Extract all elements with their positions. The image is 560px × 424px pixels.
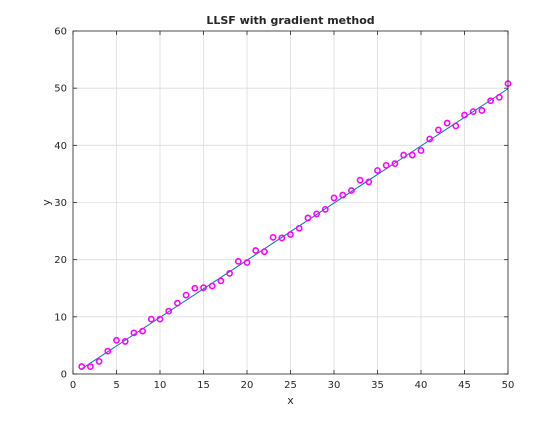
- data-point: [200, 284, 207, 292]
- data-point: [330, 194, 338, 202]
- data-point: [191, 284, 199, 292]
- data-point: [374, 167, 381, 174]
- data-point: [295, 224, 303, 232]
- y-tick-label: 0: [61, 370, 67, 381]
- data-point: [278, 234, 286, 242]
- y-tick-label: 30: [54, 198, 67, 209]
- data-point: [208, 282, 216, 290]
- data-point: [365, 178, 373, 186]
- x-tick-label: 20: [241, 380, 254, 391]
- y-tick-label: 40: [54, 141, 67, 152]
- y-tick-label: 20: [54, 255, 67, 266]
- data-point: [130, 329, 138, 337]
- data-point: [313, 210, 320, 218]
- y-tick-label: 50: [54, 84, 67, 95]
- data-point: [304, 214, 312, 222]
- data-point: [78, 363, 86, 370]
- data-point: [426, 135, 434, 143]
- data-point: [356, 176, 364, 184]
- data-point: [434, 126, 442, 134]
- data-point: [400, 151, 407, 159]
- data-point: [443, 119, 451, 127]
- x-tick-label: 50: [502, 380, 515, 391]
- data-point: [452, 122, 460, 130]
- data-point: [95, 358, 103, 365]
- data-point: [113, 336, 120, 344]
- data-point: [382, 161, 390, 169]
- axis-ticks: 0 5 10 15 20 25 30 35 40 45 50 0 10 20 30 40 50 60: [54, 27, 514, 392]
- data-point: [156, 315, 164, 323]
- data-point: [287, 231, 294, 238]
- y-tick-label: 10: [54, 312, 67, 323]
- x-tick-label: 15: [197, 380, 210, 391]
- data-point: [391, 160, 399, 168]
- data-point: [347, 187, 355, 194]
- data-point: [182, 291, 190, 299]
- x-tick-label: 10: [154, 380, 167, 391]
- x-tick-label: 30: [328, 380, 341, 391]
- data-point: [478, 107, 486, 114]
- data-point: [147, 315, 155, 323]
- chart-title: LLSF with gradient method: [206, 14, 374, 27]
- x-tick-label: 35: [371, 380, 384, 391]
- data-point: [417, 147, 425, 154]
- x-axis-label: x: [287, 394, 294, 407]
- data-point: [243, 259, 251, 266]
- x-tick-label: 45: [458, 380, 471, 391]
- data-point: [87, 363, 94, 370]
- data-point: [226, 269, 233, 277]
- data-point: [461, 111, 468, 119]
- data-point: [121, 338, 129, 345]
- data-point: [252, 247, 260, 254]
- data-point: [173, 299, 181, 307]
- data-point: [165, 307, 173, 315]
- x-tick-label: 25: [284, 380, 297, 391]
- data-points-series: [78, 80, 512, 370]
- x-tick-label: 5: [113, 380, 119, 391]
- data-point: [139, 327, 146, 335]
- y-axis-label: y: [40, 199, 53, 206]
- x-tick-label: 0: [70, 380, 76, 391]
- data-point: [487, 97, 494, 105]
- data-point: [321, 205, 329, 213]
- data-point: [217, 277, 225, 285]
- y-tick-label: 60: [54, 27, 67, 38]
- data-point: [234, 257, 242, 265]
- data-point: [408, 151, 416, 159]
- data-point: [260, 248, 268, 256]
- data-point: [495, 93, 503, 101]
- data-point: [339, 191, 347, 199]
- x-tick-label: 40: [415, 380, 428, 391]
- data-point: [104, 347, 112, 355]
- data-point: [269, 233, 277, 241]
- data-point: [469, 108, 477, 116]
